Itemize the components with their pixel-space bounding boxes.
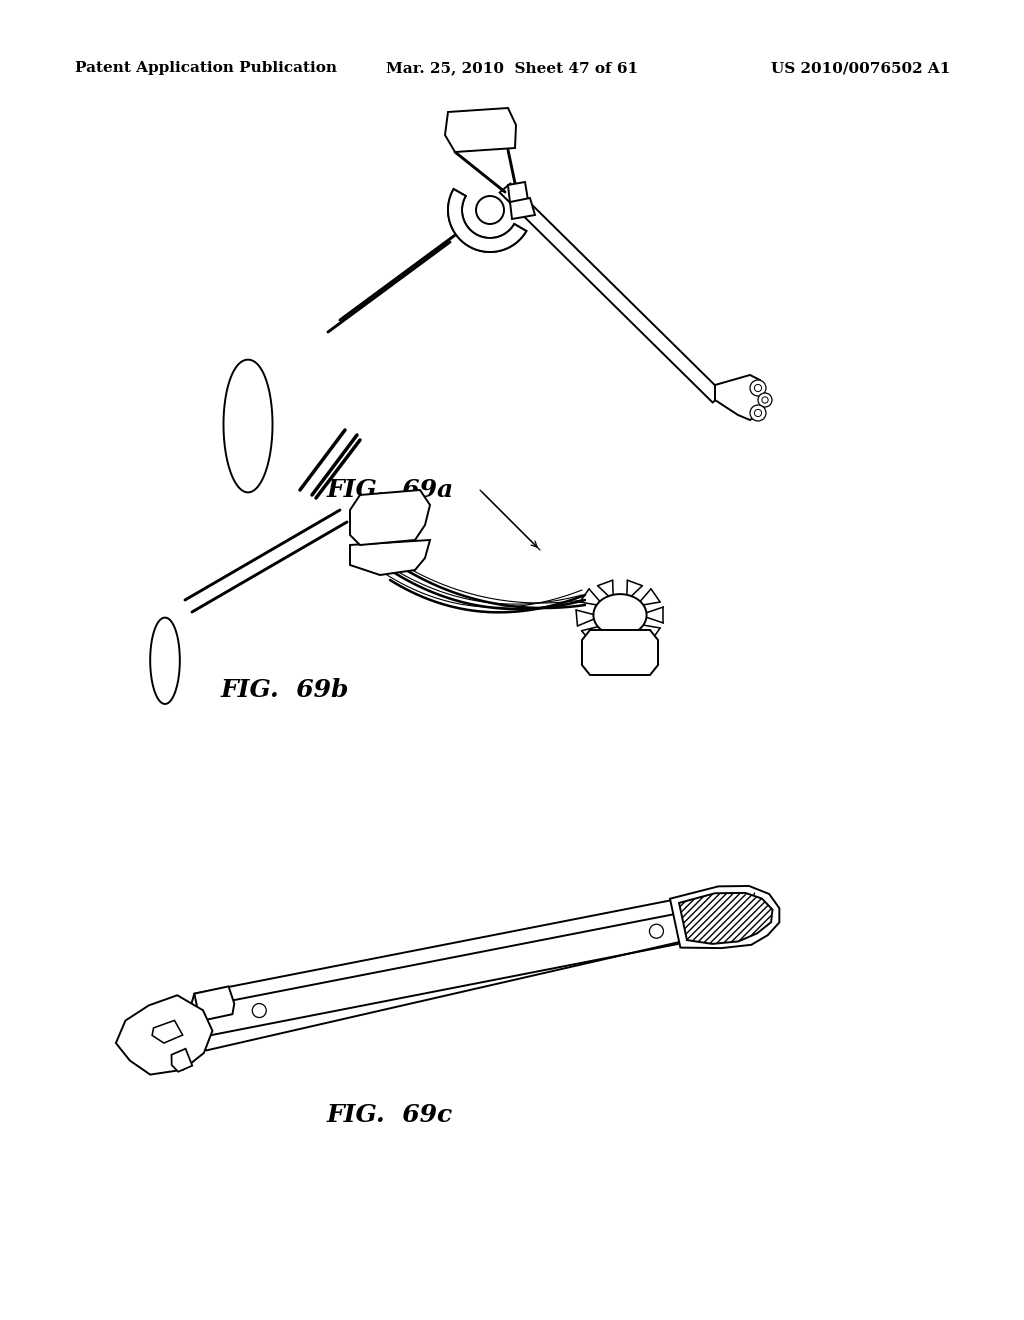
- Circle shape: [755, 409, 762, 417]
- Polygon shape: [508, 182, 528, 203]
- Polygon shape: [679, 892, 772, 944]
- Circle shape: [758, 393, 772, 407]
- Polygon shape: [582, 630, 658, 675]
- Polygon shape: [715, 375, 765, 420]
- Polygon shape: [350, 540, 430, 576]
- Circle shape: [649, 924, 664, 939]
- Text: FIG.  69c: FIG. 69c: [327, 1104, 454, 1127]
- Polygon shape: [500, 183, 723, 403]
- Polygon shape: [350, 490, 430, 545]
- Polygon shape: [153, 1020, 182, 1043]
- Text: Patent Application Publication: Patent Application Publication: [75, 61, 337, 75]
- Polygon shape: [510, 198, 535, 219]
- Circle shape: [755, 384, 762, 392]
- Circle shape: [476, 195, 504, 224]
- Polygon shape: [449, 189, 526, 252]
- Polygon shape: [172, 1048, 193, 1072]
- Text: FIG.  69a: FIG. 69a: [327, 478, 454, 502]
- Text: FIG.  69b: FIG. 69b: [221, 678, 349, 702]
- Circle shape: [750, 380, 766, 396]
- Polygon shape: [116, 995, 212, 1074]
- Circle shape: [750, 405, 766, 421]
- Polygon shape: [223, 359, 272, 492]
- Text: US 2010/0076502 A1: US 2010/0076502 A1: [771, 61, 950, 75]
- Polygon shape: [445, 108, 516, 152]
- Circle shape: [252, 1003, 266, 1018]
- Circle shape: [762, 397, 768, 403]
- Polygon shape: [670, 886, 779, 948]
- Text: Mar. 25, 2010  Sheet 47 of 61: Mar. 25, 2010 Sheet 47 of 61: [386, 61, 638, 75]
- Polygon shape: [151, 618, 180, 704]
- Polygon shape: [594, 594, 646, 636]
- Polygon shape: [449, 189, 526, 252]
- Polygon shape: [195, 986, 234, 1022]
- Polygon shape: [185, 898, 698, 1051]
